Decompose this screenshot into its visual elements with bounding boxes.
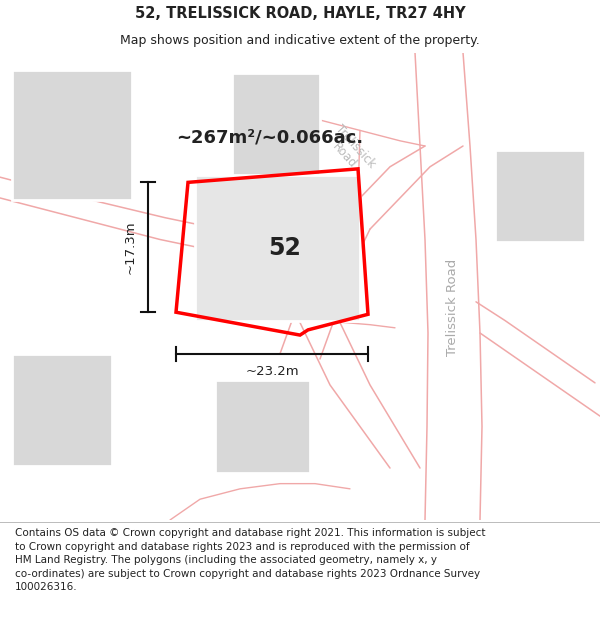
Bar bbox=[195, 175, 360, 321]
Bar bbox=[12, 70, 132, 200]
Text: 52, TRELISSICK ROAD, HAYLE, TR27 4HY: 52, TRELISSICK ROAD, HAYLE, TR27 4HY bbox=[134, 6, 466, 21]
Polygon shape bbox=[295, 146, 463, 468]
Text: Trelissick Road: Trelissick Road bbox=[445, 258, 458, 356]
Bar bbox=[232, 73, 320, 208]
Text: ~17.3m: ~17.3m bbox=[124, 221, 137, 274]
Bar bbox=[495, 150, 585, 242]
Text: ~23.2m: ~23.2m bbox=[245, 365, 299, 378]
Text: 52: 52 bbox=[269, 236, 301, 260]
Bar bbox=[12, 354, 112, 466]
Bar bbox=[215, 380, 310, 473]
Text: Map shows position and indicative extent of the property.: Map shows position and indicative extent… bbox=[120, 34, 480, 48]
Text: Trelissick
Road: Trelissick Road bbox=[322, 122, 378, 180]
Text: ~267m²/~0.066ac.: ~267m²/~0.066ac. bbox=[176, 129, 364, 147]
Text: Contains OS data © Crown copyright and database right 2021. This information is : Contains OS data © Crown copyright and d… bbox=[15, 528, 485, 592]
Polygon shape bbox=[415, 52, 482, 520]
